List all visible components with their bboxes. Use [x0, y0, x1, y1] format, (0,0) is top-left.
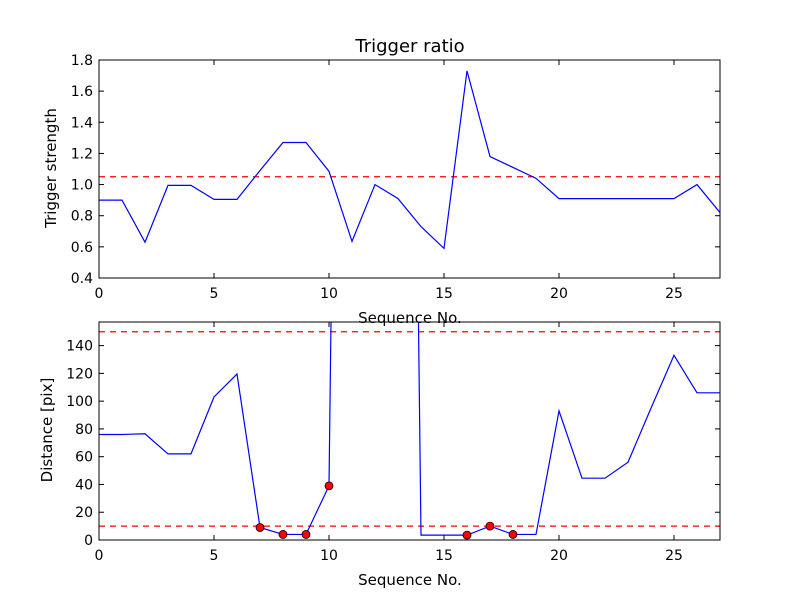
y-tick-label: 1.0: [71, 178, 93, 194]
axes-frame: [98, 321, 721, 541]
axes-frame: [98, 59, 721, 279]
x-tick-label: 0: [95, 286, 104, 302]
x-tick-label: 5: [210, 286, 219, 302]
x-axis-label: Sequence No.: [358, 309, 462, 327]
data-point-marker: [324, 481, 334, 491]
data-point-marker: [278, 530, 288, 539]
y-tick-label: 20: [75, 505, 93, 521]
trigger-ratio-panel: Trigger ratio Trigger strength Sequence …: [42, 36, 721, 327]
chart-title: Trigger ratio: [354, 36, 464, 57]
y-tick-label: 1.4: [71, 115, 93, 131]
x-tick-label: 15: [435, 286, 453, 302]
y-tick-label: 40: [75, 477, 93, 493]
data-point-marker: [462, 530, 472, 540]
x-tick-label: 10: [320, 286, 338, 302]
data-layer: [99, 322, 720, 540]
data-point-marker: [508, 530, 518, 539]
distance-panel: Distance [pix] Sequence No. 0 5 10 15 20 25 0 2…: [38, 321, 721, 589]
x-tick-label: 5: [210, 548, 219, 564]
x-axis-label: Sequence No.: [358, 571, 462, 589]
y-tick-label: 100: [66, 394, 93, 410]
plot-area: 0 5 10 15 20 25 0 20 40 60 80 100 120 140: [66, 321, 721, 564]
data-point-marker: [255, 523, 265, 532]
y-tick-label: 140: [66, 339, 93, 355]
x-tick-label: 20: [550, 548, 568, 564]
y-tick-label: 0.4: [71, 271, 93, 287]
y-axis-label: Trigger strength: [42, 108, 60, 229]
y-tick-label: 1.8: [71, 53, 93, 69]
x-tick-label: 15: [435, 548, 453, 564]
y-tick-label: 0.8: [71, 209, 93, 225]
y-tick-label: 60: [75, 450, 93, 466]
y-tick-label: 1.2: [71, 146, 93, 162]
x-tick-label: 0: [95, 548, 104, 564]
data-point-marker: [301, 530, 311, 539]
x-tick-label: 25: [665, 286, 683, 302]
x-tick-label: 20: [550, 286, 568, 302]
data-point-marker: [485, 521, 495, 531]
plot-area: 0 5 10 15 20 25 0.4 0.6 0.8 1.0 1.2 1.4 1.6 1.8: [71, 53, 721, 302]
data-layer: [99, 70, 720, 250]
series-line: [99, 322, 720, 536]
y-tick-label: 80: [75, 422, 93, 438]
y-tick-label: 120: [66, 366, 93, 382]
series-line: [99, 70, 720, 250]
y-tick-label: 1.6: [71, 84, 93, 100]
x-tick-label: 25: [665, 548, 683, 564]
x-tick-label: 10: [320, 548, 338, 564]
y-tick-label: 0: [84, 533, 93, 549]
y-tick-label: 0.6: [71, 240, 93, 256]
y-axis-label: Distance [pix]: [38, 378, 56, 483]
